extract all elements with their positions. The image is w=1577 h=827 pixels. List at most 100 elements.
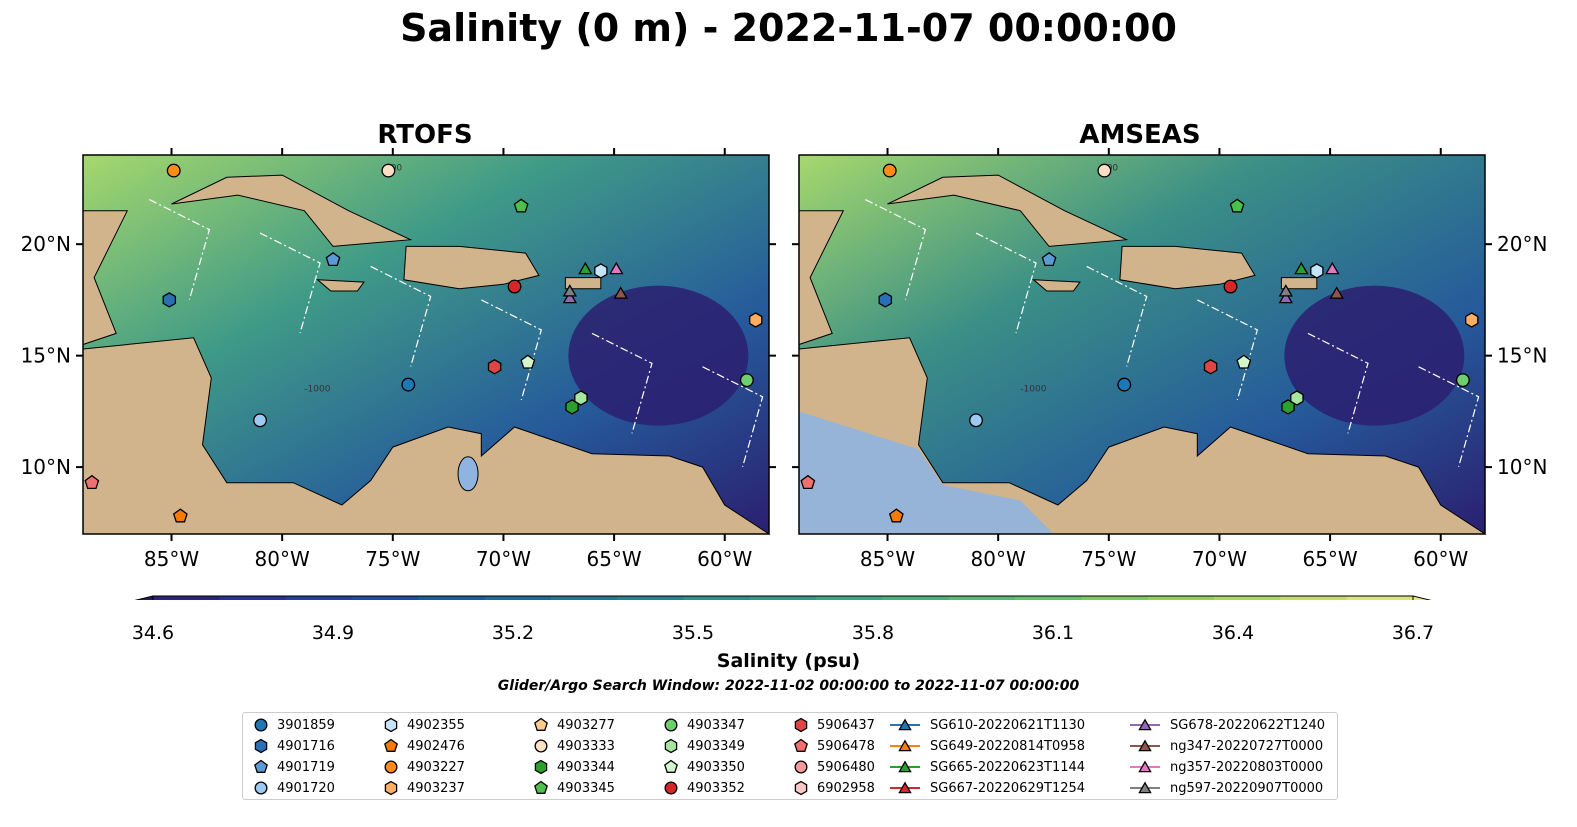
- colorbar-tick-label: 35.8: [851, 622, 895, 644]
- legend-label: 4901716: [277, 738, 335, 754]
- legend-marker: [384, 780, 398, 796]
- legend-item: 4901720: [253, 780, 335, 796]
- legend-symbol: [384, 760, 398, 774]
- legend-symbol: [664, 738, 678, 754]
- eez-boundary: [481, 299, 543, 401]
- lon-tick-label: 70°W: [476, 547, 531, 571]
- colorbar-extend-high: [1412, 595, 1432, 600]
- colorbar-segment: [1346, 596, 1414, 600]
- eez-boundary: [259, 232, 321, 334]
- legend-symbol: [664, 718, 678, 732]
- legend-marker: [664, 781, 678, 795]
- marker-4901720: [253, 413, 267, 428]
- legend-marker: [664, 759, 678, 773]
- colorbar-extend-low: [134, 595, 154, 600]
- lon-tick-label: 80°W: [255, 547, 310, 571]
- land-puerto-rico: [1280, 277, 1318, 290]
- colorbar-tick-label: 36.4: [1211, 622, 1255, 644]
- legend-item: 3901859: [253, 717, 335, 733]
- marker-SG665-20220623T1144: [578, 261, 593, 275]
- legend-marker: [384, 738, 398, 752]
- land-central-south-america: [82, 337, 771, 535]
- legend-marker: [1130, 718, 1160, 731]
- marker-ng597-20220907T0000: [562, 284, 578, 297]
- marker-4903347: [1455, 373, 1470, 388]
- marker-ng347-20220727T0000: [613, 286, 628, 299]
- legend-symbol: [254, 738, 268, 754]
- colorbar-tick-label: 34.6: [131, 622, 175, 644]
- legend-marker: [1130, 739, 1160, 752]
- colorbar-segment: [683, 596, 751, 600]
- legend-symbol: [794, 738, 808, 752]
- legend-symbol: [534, 780, 548, 794]
- legend-item: 4903350: [663, 759, 745, 775]
- panel-title-amseas: AMSEAS: [1079, 120, 1201, 150]
- legend-marker: [534, 739, 548, 753]
- legend-marker: [254, 718, 268, 732]
- colorbar-label: Salinity (psu): [716, 650, 861, 672]
- lon-tick-label: 75°W: [365, 547, 420, 571]
- colorbar-segment: [1081, 596, 1149, 600]
- legend-label: 4903227: [407, 759, 465, 775]
- legend-marker: [384, 760, 398, 774]
- eez-boundary: [975, 232, 1037, 334]
- colorbar-tick-label: 35.5: [671, 622, 715, 644]
- figure-title: Salinity (0 m) - 2022-11-07 00:00:00: [400, 6, 1177, 50]
- pacific-no-data: [799, 411, 1054, 534]
- legend-item: 6902958: [793, 780, 875, 796]
- colorbar-segment: [882, 596, 950, 600]
- lon-tick-label: 60°W: [1413, 547, 1468, 571]
- marker-4903352: [507, 279, 522, 294]
- legend-label: 4903349: [687, 738, 745, 754]
- eez-boundary: [149, 199, 211, 300]
- legend-marker: [664, 718, 678, 732]
- legend-marker: [794, 717, 808, 733]
- marker-4903349: [574, 390, 588, 406]
- legend-item: 5906437: [793, 717, 875, 733]
- panel-title-rtofs: RTOFS: [377, 120, 473, 150]
- legend-item: 4903352: [663, 780, 745, 796]
- eez-boundary: [865, 199, 927, 300]
- legend-item: 4903277: [533, 717, 615, 733]
- legend-symbol: [384, 717, 398, 733]
- lat-tick-label: 20°N: [1497, 232, 1547, 256]
- legend-label: 4903350: [687, 759, 745, 775]
- colorbar-segment: [1015, 596, 1082, 600]
- legend-marker: [254, 781, 268, 795]
- lon-tick-label: 85°W: [144, 547, 199, 571]
- marker-4903333: [1097, 163, 1112, 178]
- marker-3901859: [1117, 377, 1132, 392]
- marker-4903349: [1290, 390, 1304, 406]
- marker-SG678-20220622T1240: [562, 290, 578, 304]
- marker-4902355: [594, 263, 608, 279]
- marker-SG678-20220622T1240: [1278, 290, 1294, 304]
- legend-symbol: [664, 759, 678, 773]
- colorbar-tick-label: 36.1: [1031, 622, 1075, 644]
- legend-marker: [254, 738, 268, 754]
- legend-item: ng357-20220803T0000: [1128, 759, 1323, 775]
- legend-label: 4903237: [407, 780, 465, 796]
- colorbar-tick-label: 35.2: [491, 622, 535, 644]
- marker-4901719: [325, 251, 341, 267]
- legend-label: 6902958: [817, 780, 875, 796]
- marker-4901719: [1041, 251, 1057, 267]
- colorbar-segment: [285, 596, 353, 600]
- legend-symbol: [794, 760, 808, 774]
- lake-maracaibo: [457, 456, 479, 492]
- land-cuba: [171, 174, 413, 247]
- legend-marker: [890, 781, 920, 794]
- colorbar-segment: [617, 596, 685, 600]
- lat-tick-label: 15°N: [1497, 344, 1547, 368]
- legend-item: 4903237: [383, 780, 465, 796]
- map-frame: [82, 154, 770, 535]
- legend-marker: [794, 760, 808, 774]
- colorbar-segment: [550, 596, 618, 600]
- legend-label: 4901720: [277, 780, 335, 796]
- land-puerto-rico: [564, 277, 602, 290]
- marker-4903350: [1236, 354, 1252, 369]
- lat-tick-label: 15°N: [21, 344, 71, 368]
- legend-symbol: [534, 717, 548, 731]
- marker-ng357-20220803T0000: [609, 261, 624, 275]
- legend-marker: [1130, 781, 1160, 794]
- marker-3901859: [401, 377, 416, 392]
